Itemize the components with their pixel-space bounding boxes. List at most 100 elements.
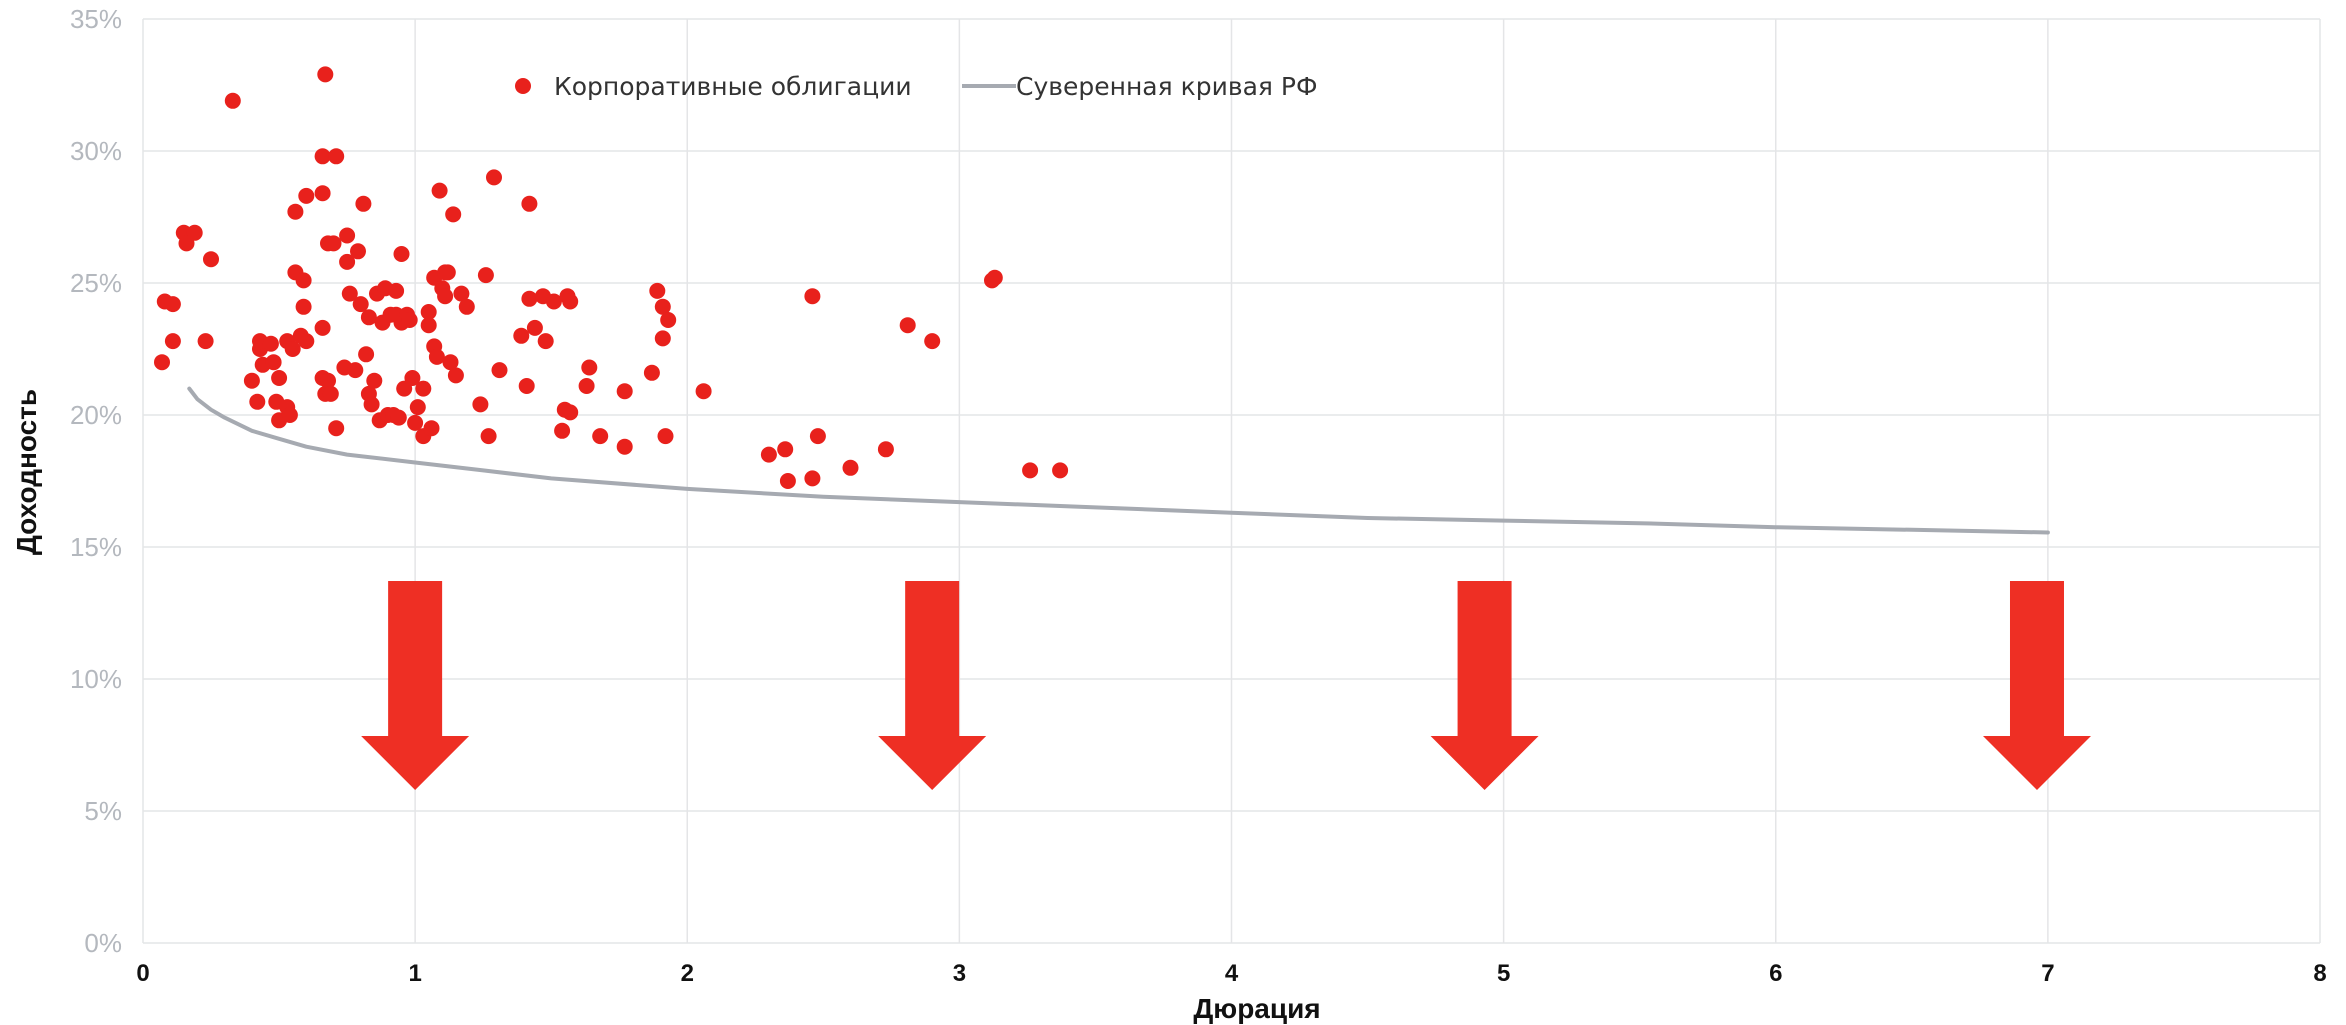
y-tick-label: 5% xyxy=(84,796,122,826)
legend-label-sovereign: Суверенная кривая РФ xyxy=(1016,72,1317,101)
legend-marker-corporate xyxy=(515,78,531,94)
x-axis-title: Дюрация xyxy=(1193,993,1320,1024)
scatter-point xyxy=(314,319,331,336)
scatter-point xyxy=(197,333,214,350)
scatter-point xyxy=(262,335,279,352)
scatter-point xyxy=(401,312,418,328)
scatter-point xyxy=(164,296,181,313)
scatter-point xyxy=(439,264,456,281)
scatter-point xyxy=(328,420,345,437)
scatter-point xyxy=(186,224,203,241)
scatter-point xyxy=(339,253,356,270)
scatter-point xyxy=(393,246,410,262)
scatter-point xyxy=(341,285,358,302)
down-arrow xyxy=(1430,581,1539,790)
x-tick-label: 6 xyxy=(1769,960,1782,987)
grid-lines xyxy=(142,18,2321,944)
scatter-point xyxy=(804,470,821,487)
scatter-point xyxy=(842,459,859,476)
x-tick-label: 2 xyxy=(681,960,694,987)
scatter-point xyxy=(314,148,331,165)
scatter-point xyxy=(339,227,356,244)
scatter-point xyxy=(249,393,266,410)
scatter-point xyxy=(562,404,579,421)
legend-label-corporate: Корпоративные облигации xyxy=(554,72,912,101)
scatter-point xyxy=(592,428,609,445)
x-tick-label: 5 xyxy=(1497,960,1510,987)
scatter-point xyxy=(779,473,796,489)
y-tick-label: 10% xyxy=(70,664,122,694)
scatter-point xyxy=(616,383,633,400)
scatter-point xyxy=(442,354,459,371)
scatter-point xyxy=(518,378,535,394)
x-tick-label: 4 xyxy=(1225,960,1239,987)
scatter-point xyxy=(328,148,345,165)
scatter-point xyxy=(281,407,298,423)
scatter-point xyxy=(320,372,336,389)
scatter-point xyxy=(271,370,288,386)
scatter-point xyxy=(453,285,470,302)
scatter-point xyxy=(657,428,674,445)
scatter-point xyxy=(643,364,660,381)
scatter-point xyxy=(322,385,339,402)
scatter-point xyxy=(428,348,445,365)
scatter-point xyxy=(420,317,437,334)
scatter-point xyxy=(486,169,502,186)
scatter-point xyxy=(388,282,405,299)
scatter-point xyxy=(809,428,826,445)
y-tick-label: 20% xyxy=(70,400,122,430)
scatter-point xyxy=(407,414,424,431)
scatter-point xyxy=(899,317,916,334)
scatter-point xyxy=(295,272,312,289)
scatter-point xyxy=(445,206,462,223)
scatter-point xyxy=(404,370,421,386)
y-tick-label: 15% xyxy=(70,532,122,562)
scatter-point xyxy=(355,195,372,212)
scatter-point xyxy=(480,428,497,445)
scatter-point xyxy=(760,446,777,463)
scatter-point xyxy=(616,438,633,455)
scatter-point xyxy=(360,309,377,326)
scatter-point xyxy=(437,288,454,305)
scatter-point xyxy=(1052,462,1069,479)
scatter-point xyxy=(203,251,219,268)
scatter-point xyxy=(924,333,941,350)
scatter-point xyxy=(243,372,260,389)
scatter-point xyxy=(578,378,595,394)
scatter-point xyxy=(986,269,1003,286)
y-tick-label: 35% xyxy=(70,4,122,34)
scatter-point xyxy=(420,304,437,320)
scatter-point xyxy=(317,66,334,83)
scatter-point xyxy=(224,92,241,109)
scatter-point xyxy=(358,346,375,363)
scatter-point xyxy=(423,420,440,437)
scatter-point xyxy=(649,282,666,299)
scatter-point xyxy=(287,203,304,220)
y-tick-label: 30% xyxy=(70,136,122,166)
scatter-point xyxy=(409,399,426,416)
scatter-point xyxy=(526,319,543,336)
scatter-point xyxy=(164,333,181,350)
scatter-point xyxy=(877,441,894,458)
scatter-point xyxy=(491,362,508,379)
scatter-point xyxy=(366,372,383,389)
scatter-point xyxy=(447,367,464,384)
down-arrows xyxy=(361,581,2091,790)
scatter-point xyxy=(554,422,571,439)
scatter-point xyxy=(562,293,579,310)
scatter-point xyxy=(472,396,489,413)
scatter-point xyxy=(295,298,312,315)
scatter-point xyxy=(347,362,364,379)
scatter-point xyxy=(154,354,170,371)
scatter-point xyxy=(660,312,677,328)
down-arrow xyxy=(1982,581,2091,790)
scatter-point xyxy=(325,235,342,252)
scatter-point xyxy=(1022,462,1039,479)
scatter-point xyxy=(363,396,380,413)
scatter-point xyxy=(777,441,794,458)
scatter-point xyxy=(431,182,448,199)
y-tick-label: 0% xyxy=(84,928,122,958)
scatter-point xyxy=(350,243,366,260)
y-axis-ticks: 0% 5% 10% 15% 20% 25% 30% 35% xyxy=(70,4,122,958)
corporate-bonds-series xyxy=(154,66,1069,489)
